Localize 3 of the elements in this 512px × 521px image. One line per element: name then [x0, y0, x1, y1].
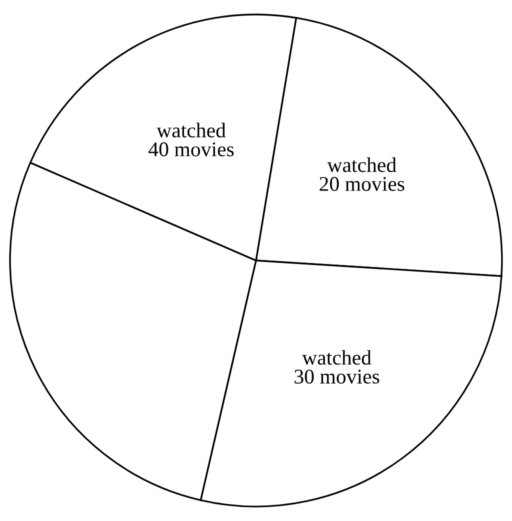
slice-label: watched 20 movies	[320, 157, 404, 191]
slice-label: watched 40 movies	[148, 122, 234, 156]
slice-label: watched 30 movies	[294, 350, 380, 384]
